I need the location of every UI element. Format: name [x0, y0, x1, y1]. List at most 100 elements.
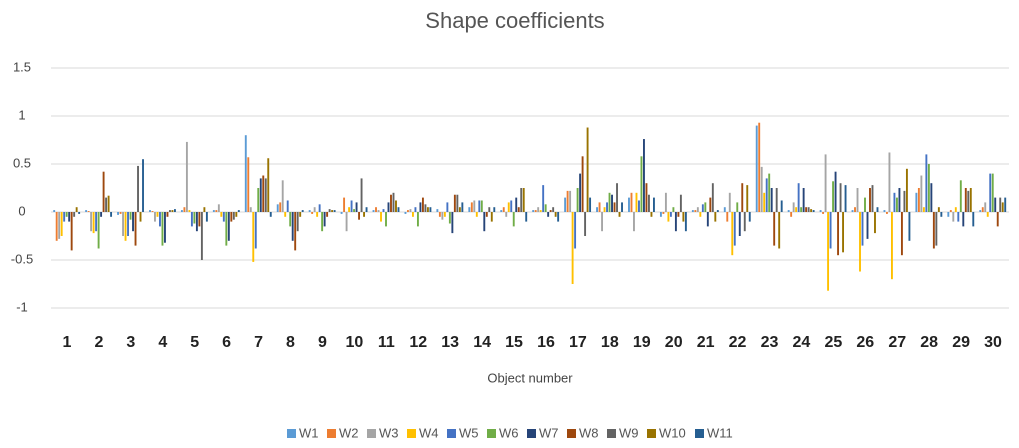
bar — [851, 210, 854, 212]
bar — [134, 212, 137, 246]
bar — [129, 212, 132, 220]
bar — [299, 212, 302, 217]
bar — [871, 185, 874, 212]
bar — [547, 212, 550, 217]
bar — [844, 185, 847, 212]
bar — [699, 212, 702, 217]
bar — [768, 173, 771, 212]
bar — [900, 212, 903, 256]
bar — [925, 154, 928, 212]
bar — [254, 212, 257, 249]
bar — [311, 212, 314, 214]
bar — [448, 212, 451, 224]
bar — [866, 212, 869, 239]
bar — [78, 212, 81, 214]
bar — [252, 212, 255, 262]
bar — [227, 212, 230, 241]
bar — [728, 192, 731, 212]
bar — [822, 212, 825, 214]
bar — [244, 135, 247, 212]
bar — [137, 165, 139, 212]
bar — [453, 194, 456, 212]
bar — [792, 202, 795, 212]
bar — [215, 210, 218, 212]
bar — [603, 207, 606, 212]
bar — [824, 154, 827, 212]
bar — [156, 212, 159, 217]
y-tick-label: 0.5 — [13, 155, 31, 170]
x-tick-label: 24 — [793, 334, 811, 351]
x-tick-label: 9 — [318, 334, 327, 351]
bar — [220, 212, 223, 217]
bar — [345, 212, 348, 232]
bar — [542, 185, 545, 212]
bar — [684, 212, 687, 232]
bar — [340, 212, 343, 214]
bar — [205, 212, 208, 222]
bar — [154, 212, 156, 222]
bar — [635, 192, 638, 212]
bar — [65, 212, 68, 217]
bar — [161, 212, 164, 246]
bar — [380, 212, 382, 222]
legend-swatch — [447, 429, 456, 438]
bar — [704, 202, 707, 212]
bar — [390, 194, 392, 212]
bar — [574, 212, 577, 249]
bar — [318, 204, 321, 212]
bar — [110, 212, 113, 217]
bar — [773, 212, 776, 246]
bar — [525, 212, 528, 222]
bar — [328, 209, 331, 212]
bar — [667, 212, 670, 222]
bar — [411, 212, 414, 217]
bar — [981, 207, 984, 212]
bar — [385, 212, 387, 227]
bar — [672, 207, 675, 212]
bar — [566, 190, 569, 212]
bar — [397, 207, 400, 212]
bar — [922, 207, 925, 212]
bar — [659, 212, 662, 217]
bar — [586, 127, 589, 212]
bar — [284, 212, 287, 217]
bar — [932, 212, 935, 249]
bar — [217, 204, 220, 212]
legend-swatch — [647, 429, 656, 438]
legend-swatch — [695, 429, 704, 438]
bar — [645, 183, 648, 212]
bar — [775, 188, 778, 212]
bar — [731, 212, 734, 256]
bar — [876, 207, 879, 212]
bar — [947, 212, 950, 217]
bar — [893, 192, 896, 212]
bar — [537, 207, 540, 212]
bar — [375, 207, 377, 212]
bar — [765, 178, 768, 212]
bar — [787, 210, 790, 212]
bar — [959, 180, 962, 212]
bar — [490, 212, 493, 222]
bar — [441, 212, 444, 220]
y-tick-label: -1 — [16, 299, 28, 314]
bar — [679, 194, 682, 212]
bar — [696, 207, 699, 212]
bar — [235, 212, 238, 217]
bar — [451, 212, 454, 234]
bar — [608, 192, 611, 212]
bar — [606, 202, 608, 212]
x-tick-label: 27 — [888, 334, 906, 351]
bar — [839, 183, 842, 212]
bar — [701, 204, 704, 212]
x-tick-label: 8 — [286, 334, 295, 351]
bar — [763, 192, 766, 212]
x-tick-label: 4 — [158, 334, 167, 351]
bar — [994, 197, 997, 212]
bar — [964, 188, 967, 212]
bar — [372, 210, 375, 212]
bar — [581, 156, 584, 212]
bar — [674, 212, 677, 232]
legend-swatch — [367, 429, 376, 438]
bar — [169, 210, 171, 212]
